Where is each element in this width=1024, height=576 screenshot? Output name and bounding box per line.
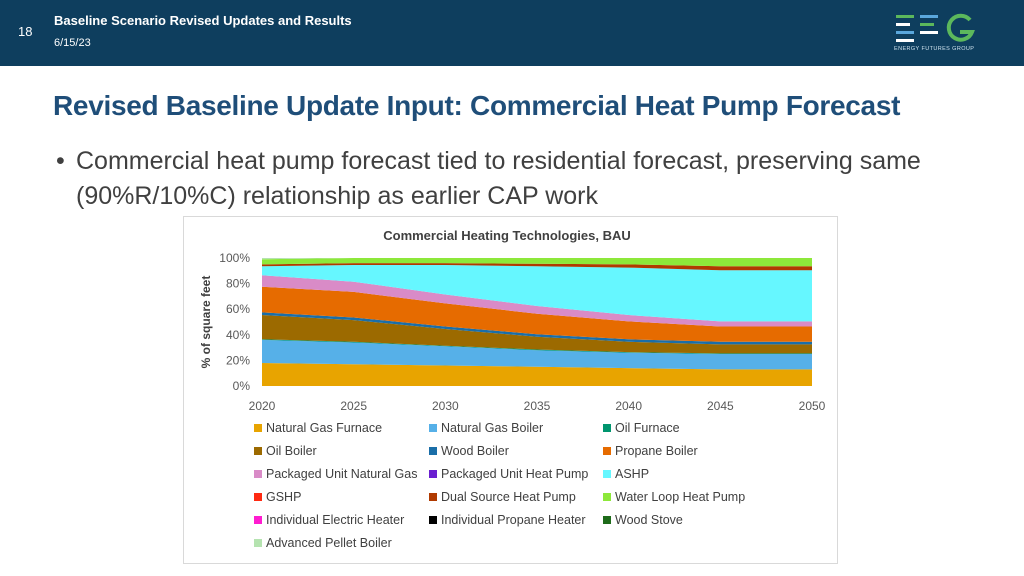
legend-swatch <box>429 470 437 478</box>
legend-label: Natural Gas Boiler <box>441 421 544 435</box>
legend-item: Natural Gas Furnace <box>254 421 382 435</box>
y-tick-label: 100% <box>219 251 250 265</box>
legend-label: Oil Furnace <box>615 421 680 435</box>
legend-swatch <box>254 539 262 547</box>
x-tick-label: 2040 <box>615 399 642 413</box>
area-series-oil-boiler <box>262 315 812 354</box>
legend-label: Wood Boiler <box>441 444 509 458</box>
legend-label: Dual Source Heat Pump <box>441 490 576 504</box>
legend-swatch <box>429 424 437 432</box>
legend-item: Packaged Unit Natural Gas <box>254 467 417 481</box>
legend-label: ASHP <box>615 467 650 481</box>
legend-item: Individual Propane Heater <box>429 513 586 527</box>
legend-label: Advanced Pellet Boiler <box>266 536 392 550</box>
area-chart: Commercial Heating Technologies, BAU % of… <box>199 228 826 413</box>
legend-item: Propane Boiler <box>603 444 698 458</box>
header-title: Baseline Scenario Revised Updates and Re… <box>54 13 352 28</box>
legend-item: Water Loop Heat Pump <box>603 490 745 504</box>
legend-label: Packaged Unit Heat Pump <box>441 467 589 481</box>
legend-label: GSHP <box>266 490 302 504</box>
x-tick-label: 2045 <box>707 399 734 413</box>
area-series-water-loop-heat-pump <box>262 258 812 267</box>
y-axis-label: % of square feet <box>199 276 213 369</box>
legend-item: Wood Boiler <box>429 444 509 458</box>
x-tick-label: 2050 <box>799 399 826 413</box>
area-series-wood-boiler <box>262 312 812 345</box>
legend-item: Natural Gas Boiler <box>429 421 543 435</box>
y-tick-label: 80% <box>226 277 250 291</box>
legend-swatch <box>429 447 437 455</box>
legend-label: Wood Stove <box>615 513 683 527</box>
legend-label: Individual Propane Heater <box>441 513 586 527</box>
slide-number: 18 <box>18 24 33 39</box>
y-tick-label: 60% <box>226 302 250 316</box>
bullet-text: Commercial heat pump forecast tied to re… <box>76 147 921 210</box>
efg-logo: ENERGY FUTURES GROUP <box>894 10 978 56</box>
legend-swatch <box>429 516 437 524</box>
legend-item: Advanced Pellet Boiler <box>254 536 392 550</box>
legend-item: Packaged Unit Heat Pump <box>429 467 588 481</box>
legend-item: ASHP <box>603 467 649 481</box>
legend-item: GSHP <box>254 490 301 504</box>
y-tick-label: 20% <box>226 353 250 367</box>
x-tick-label: 2035 <box>524 399 551 413</box>
legend-item: Dual Source Heat Pump <box>429 490 576 504</box>
legend-label: Individual Electric Heater <box>266 513 405 527</box>
chart-title: Commercial Heating Technologies, BAU <box>383 228 631 243</box>
efg-logo-icon <box>896 13 975 42</box>
legend-item: Wood Stove <box>603 513 683 527</box>
legend-swatch <box>254 493 262 501</box>
area-series-propane-boiler <box>262 286 812 342</box>
area-series-packaged-unit-natural-gas <box>262 275 812 327</box>
legend-item: Individual Electric Heater <box>254 513 404 527</box>
header-date: 6/15/23 <box>54 37 91 49</box>
legend-swatch <box>254 424 262 432</box>
y-tick-label: 0% <box>233 379 251 393</box>
legend-swatch <box>603 470 611 478</box>
x-tick-label: 2030 <box>432 399 459 413</box>
legend-label: Packaged Unit Natural Gas <box>266 467 418 481</box>
logo-text: ENERGY FUTURES GROUP <box>894 46 975 52</box>
legend-swatch <box>254 470 262 478</box>
legend-swatch <box>254 447 262 455</box>
legend-label: Water Loop Heat Pump <box>615 490 746 504</box>
legend-swatch <box>429 493 437 501</box>
x-tick-label: 2025 <box>340 399 367 413</box>
header-bar: 18 Baseline Scenario Revised Updates and… <box>0 0 1024 66</box>
x-tick-label: 2020 <box>249 399 276 413</box>
bullet-point: • Commercial heat pump forecast tied to … <box>56 144 986 214</box>
chart-container: Commercial Heating Technologies, BAU % of… <box>183 216 838 564</box>
legend-item: Oil Boiler <box>254 444 317 458</box>
legend-item: Oil Furnace <box>603 421 680 435</box>
legend-label: Natural Gas Furnace <box>266 421 383 435</box>
legend-label: Oil Boiler <box>266 444 317 458</box>
area-series-advanced-pellet-boiler <box>262 258 812 260</box>
area-series-natural-gas-boiler <box>262 339 812 370</box>
legend-swatch <box>254 516 262 524</box>
y-tick-label: 40% <box>226 328 250 342</box>
area-series-ashp <box>262 265 812 322</box>
slide-title: Revised Baseline Update Input: Commercia… <box>53 90 901 121</box>
legend-swatch <box>603 447 611 455</box>
bullet-dot: • <box>56 147 65 175</box>
legend-swatch <box>603 424 611 432</box>
legend-swatch <box>603 516 611 524</box>
legend-label: Propane Boiler <box>615 444 698 458</box>
legend-swatch <box>603 493 611 501</box>
area-series-dual-source-heat-pump <box>262 263 812 271</box>
